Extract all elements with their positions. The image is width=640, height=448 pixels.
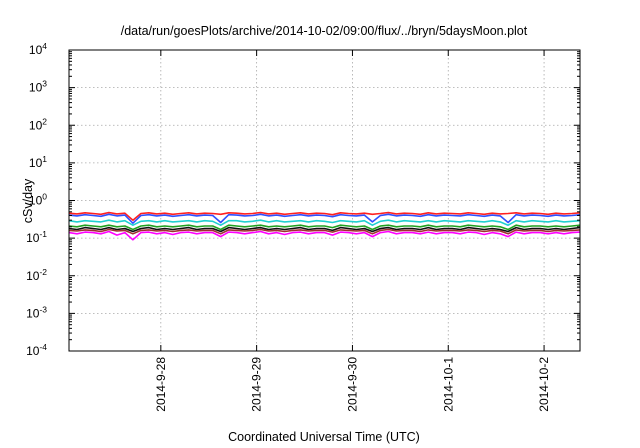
y-tick-exponent: -2 bbox=[39, 267, 47, 277]
x-axis-label: Coordinated Universal Time (UTC) bbox=[228, 430, 420, 444]
y-tick-label: 10-2 bbox=[26, 267, 47, 283]
y-tick-label: 103 bbox=[29, 79, 47, 95]
series-line-6 bbox=[68, 228, 581, 235]
x-tick-label: 2014-9-28 bbox=[154, 357, 168, 412]
y-tick-label: 100 bbox=[29, 192, 47, 208]
y-tick-base: 10 bbox=[29, 43, 43, 57]
y-axis-label: cSv/day bbox=[21, 178, 35, 223]
y-tick-base: 10 bbox=[29, 81, 43, 95]
y-tick-exponent: 2 bbox=[42, 116, 47, 126]
y-tick-exponent: 0 bbox=[42, 192, 47, 202]
y-tick-label: 102 bbox=[29, 116, 47, 132]
series-line-7 bbox=[68, 230, 581, 241]
y-tick-label: 101 bbox=[29, 154, 47, 170]
y-tick-base: 10 bbox=[26, 269, 40, 283]
y-tick-base: 10 bbox=[26, 306, 40, 320]
y-tick-exponent: 3 bbox=[42, 79, 47, 89]
chart-title: /data/run/goesPlots/archive/2014-10-02/0… bbox=[121, 24, 528, 38]
y-tick-label: 10-1 bbox=[26, 229, 47, 245]
x-tick-label: 2014-9-30 bbox=[345, 357, 359, 412]
grid-lines bbox=[69, 50, 580, 351]
data-series-group bbox=[68, 211, 581, 241]
y-tick-exponent: -3 bbox=[39, 304, 47, 314]
x-axis-ticks: 2014-9-28 2014-9-29 2014-9-30 2014-10-1 2014… bbox=[154, 50, 551, 412]
y-tick-label: 10-3 bbox=[26, 304, 47, 320]
x-tick-label: 2014-10-1 bbox=[441, 357, 455, 412]
series-line-2 bbox=[68, 213, 581, 224]
y-tick-exponent: -4 bbox=[39, 342, 47, 352]
x-tick-label: 2014-9-29 bbox=[250, 357, 264, 412]
x-tick-label: 2014-10-2 bbox=[537, 357, 551, 412]
series-line-4 bbox=[68, 224, 581, 231]
y-tick-base: 10 bbox=[29, 118, 43, 132]
y-tick-base: 10 bbox=[26, 231, 40, 245]
series-line-1 bbox=[68, 211, 581, 221]
series-line-5 bbox=[68, 226, 581, 233]
y-tick-base: 10 bbox=[29, 194, 43, 208]
series-line-3 bbox=[68, 219, 581, 226]
y-tick-exponent: 1 bbox=[42, 154, 47, 164]
y-tick-label: 10-4 bbox=[26, 342, 47, 358]
y-tick-base: 10 bbox=[29, 156, 43, 170]
y-tick-exponent: 4 bbox=[42, 41, 47, 51]
y-tick-base: 10 bbox=[26, 344, 40, 358]
y-tick-exponent: -1 bbox=[39, 229, 47, 239]
y-tick-label: 104 bbox=[29, 41, 47, 57]
